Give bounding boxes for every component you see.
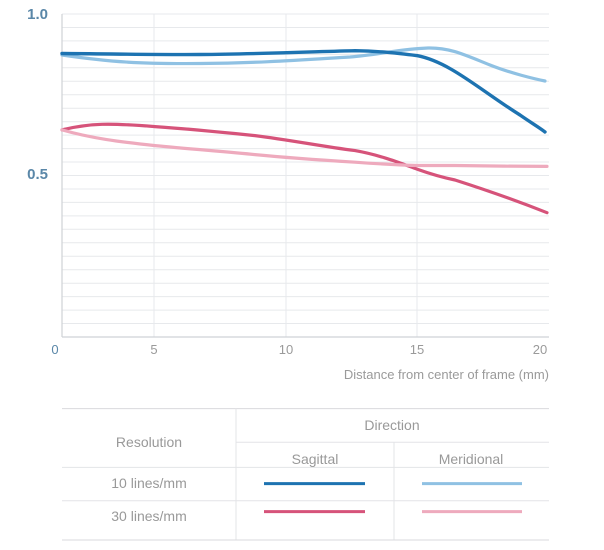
svg-text:Distance from center of frame: Distance from center of frame (mm): [344, 367, 549, 382]
svg-text:0.5: 0.5: [27, 166, 48, 183]
svg-text:10 lines/mm: 10 lines/mm: [111, 475, 186, 491]
svg-text:Direction: Direction: [364, 417, 419, 433]
svg-text:15: 15: [410, 342, 424, 357]
svg-text:20: 20: [533, 342, 547, 357]
svg-text:1.0: 1.0: [27, 6, 48, 23]
svg-text:Resolution: Resolution: [116, 434, 182, 450]
svg-text:Meridional: Meridional: [439, 451, 504, 467]
svg-text:Sagittal: Sagittal: [292, 451, 339, 467]
svg-text:0: 0: [51, 342, 58, 357]
svg-text:10: 10: [279, 342, 293, 357]
svg-text:5: 5: [150, 342, 157, 357]
svg-text:30 lines/mm: 30 lines/mm: [111, 508, 186, 524]
